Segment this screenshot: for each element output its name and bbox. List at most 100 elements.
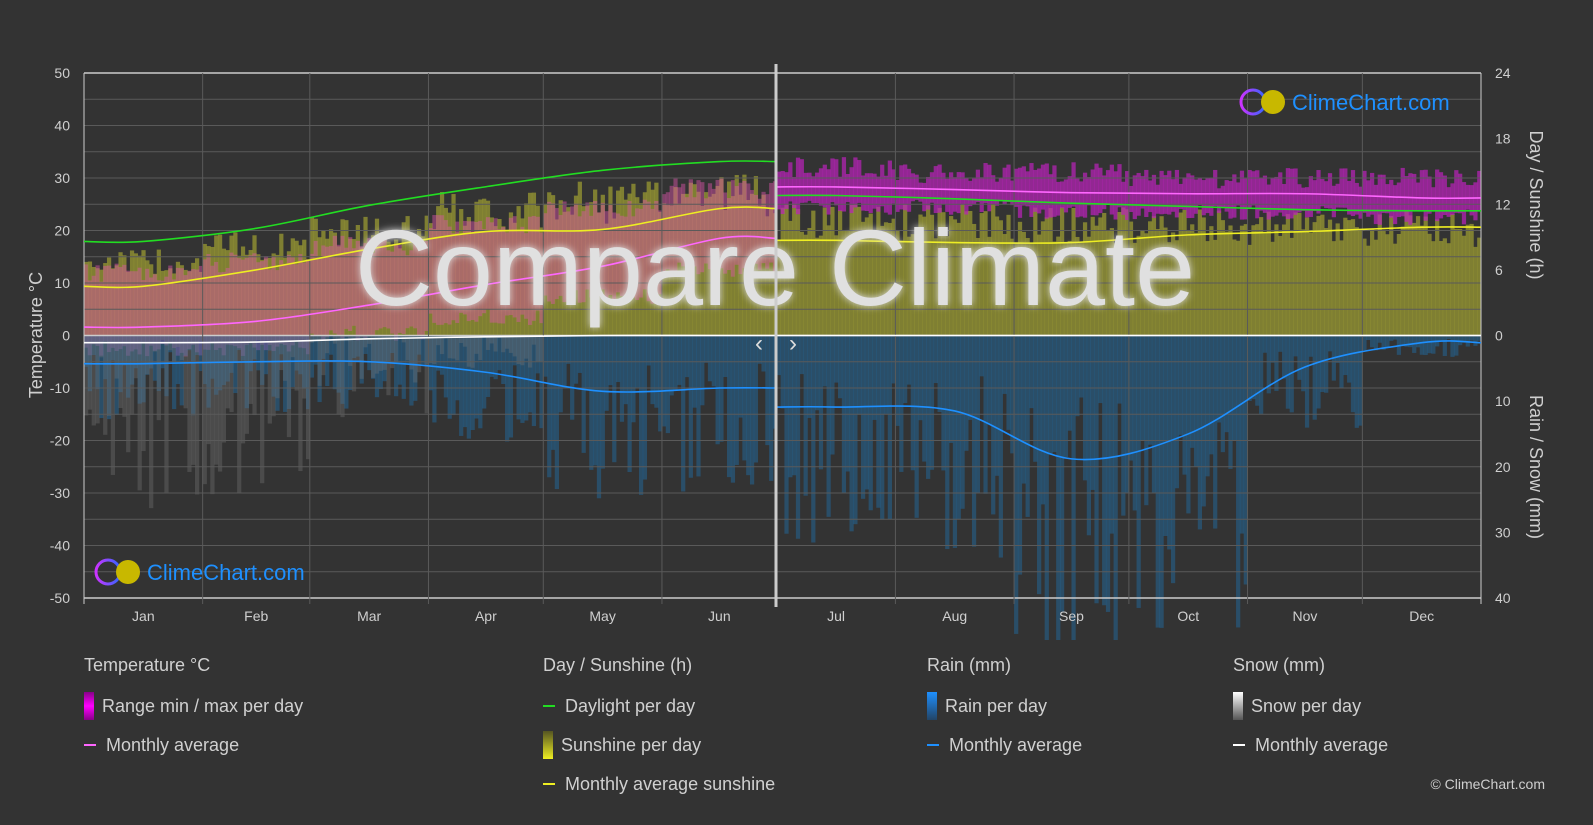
rain-bar: [769, 335, 774, 481]
sunshine-bar: [466, 217, 471, 336]
temp-range-bar: [309, 253, 315, 334]
sunshine-bar: [727, 181, 732, 336]
sunshine-bar: [1320, 214, 1325, 336]
rain-bar: [1408, 335, 1413, 348]
sunshine-bar: [822, 207, 827, 336]
sunshine-bar: [1090, 216, 1095, 336]
sunshine-bar: [788, 220, 793, 336]
sunshine-bar: [1312, 222, 1317, 336]
rain-bar: [1067, 335, 1072, 431]
rain-bar: [1259, 335, 1264, 414]
sunshine-bar: [187, 271, 192, 336]
sunshine-bar: [1324, 228, 1329, 336]
sunshine-bar: [252, 235, 257, 336]
temp-range-bar: [792, 176, 797, 209]
rain-bar: [1014, 335, 1019, 634]
sunshine-bar: [711, 193, 716, 336]
sunshine-bar: [872, 236, 877, 336]
sunshine-bar: [390, 245, 395, 336]
temp-range-bar: [478, 220, 483, 317]
temp-range-bar: [1105, 170, 1111, 205]
temp-range-bar: [328, 246, 334, 331]
sunshine-bar: [573, 195, 579, 336]
sunshine-bar: [126, 271, 131, 336]
rain-bar: [1473, 335, 1478, 346]
snow-bar: [416, 335, 422, 373]
rain-bar: [202, 335, 207, 385]
snow-bar: [256, 335, 261, 341]
temp-range-bar: [616, 213, 621, 293]
sunshine-bar: [351, 239, 357, 336]
sunshine-bar: [1098, 217, 1103, 336]
rain-bar: [638, 335, 644, 495]
sunshine-bar: [654, 182, 659, 336]
rain-bar: [971, 335, 977, 547]
rain-bar: [214, 335, 219, 395]
rain-bar: [1381, 335, 1386, 350]
temp-range-bar: [550, 203, 556, 304]
temp-range-bar: [1044, 163, 1049, 219]
sunshine-bar: [1461, 235, 1467, 336]
rain-bar: [137, 335, 142, 404]
rain-bar: [508, 335, 514, 438]
sunshine-bar: [1465, 224, 1470, 336]
rain-bar: [1086, 335, 1092, 536]
sunshine-bar: [1071, 207, 1076, 336]
temp-range-bar: [994, 181, 1000, 206]
sunshine-bar: [309, 217, 315, 336]
rain-bar: [1327, 335, 1333, 352]
sunshine-bar: [661, 203, 667, 336]
range-swatch: [84, 692, 94, 720]
rain-bar: [589, 335, 594, 470]
temp-range-bar: [413, 239, 418, 329]
prev-arrow[interactable]: ‹: [755, 330, 763, 357]
snow-bar: [470, 335, 475, 368]
temp-range-bar: [508, 217, 514, 316]
rain-bar: [746, 335, 751, 476]
rain-bar: [1320, 335, 1325, 393]
rain-bar: [1255, 335, 1260, 406]
daylight-swatch: [543, 705, 555, 707]
temp-range-bar: [1017, 167, 1023, 218]
sunshine-bar: [723, 210, 728, 336]
rain-bar: [899, 335, 904, 472]
sunshine-bar: [1473, 246, 1478, 336]
sunshine-bar: [642, 192, 648, 336]
sunshine-bar: [1247, 244, 1252, 336]
sunshine-bar: [1239, 225, 1245, 336]
rain-bar: [344, 335, 349, 409]
rain-bar: [868, 335, 873, 511]
snow-bar: [432, 335, 437, 365]
snow-bar: [439, 335, 445, 355]
temp-range-bar: [1274, 176, 1279, 216]
y-left-tick: -20: [50, 433, 70, 449]
next-arrow[interactable]: ›: [789, 330, 797, 357]
sunshine-bar: [474, 201, 479, 336]
rain-bar: [623, 335, 628, 405]
sunshine-bar: [1289, 237, 1294, 336]
sunshine-bar: [1167, 242, 1172, 336]
sunshine-bar: [129, 250, 135, 336]
y-right-bottom-tick: 10: [1495, 393, 1511, 409]
x-tick-mar: Mar: [357, 608, 381, 624]
sunshine-bar: [348, 238, 353, 336]
temp-range-bar: [558, 215, 563, 296]
temp-range-bar: [1251, 171, 1256, 206]
temp-range-bar: [187, 270, 192, 349]
rain-bar: [918, 335, 923, 421]
temp-range-bar: [386, 250, 391, 329]
temp-range-bar: [612, 212, 617, 300]
temp-range-bar: [1458, 173, 1463, 214]
rain-bar: [363, 335, 368, 354]
sunshine-bar: [979, 213, 984, 336]
temp-range-bar: [738, 182, 743, 275]
rain-bar: [1335, 335, 1340, 363]
temp-range-bar: [971, 178, 977, 205]
temp-range-bar: [271, 256, 276, 352]
sunshine-bar: [1243, 224, 1248, 336]
sunshine-bar: [734, 175, 739, 336]
sunshine-bar: [263, 258, 269, 336]
sunshine-bar: [1132, 242, 1137, 336]
sunshine-bar: [1266, 211, 1271, 336]
rain-bar: [1167, 335, 1172, 550]
